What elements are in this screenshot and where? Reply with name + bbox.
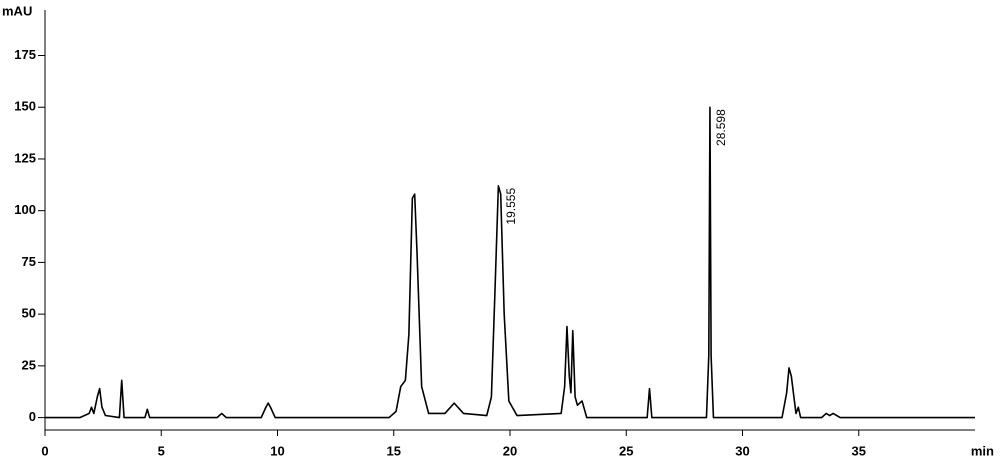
peak-annotation: 28.598: [714, 109, 728, 146]
y-tick-label: 75: [22, 254, 36, 269]
y-tick-label: 125: [14, 150, 36, 165]
x-tick-label: 35: [852, 443, 866, 458]
x-tick-label: 15: [387, 443, 401, 458]
x-tick-label: 10: [270, 443, 284, 458]
x-tick-label: 5: [158, 443, 165, 458]
x-tick-label: 20: [503, 443, 517, 458]
y-tick-label: 50: [22, 306, 36, 321]
x-tick-label: 30: [735, 443, 749, 458]
y-tick-label: 175: [14, 47, 36, 62]
y-tick-label: 100: [14, 202, 36, 217]
x-axis-label: min: [971, 443, 994, 458]
x-tick-label: 25: [619, 443, 633, 458]
peak-annotation: 19.555: [504, 188, 518, 225]
y-tick-label: 25: [22, 357, 36, 372]
x-tick-label: 0: [41, 443, 48, 458]
y-tick-label: 0: [29, 409, 36, 424]
y-axis-label: mAU: [2, 3, 32, 18]
y-tick-label: 150: [14, 99, 36, 114]
chromatogram-line: [45, 106, 975, 419]
